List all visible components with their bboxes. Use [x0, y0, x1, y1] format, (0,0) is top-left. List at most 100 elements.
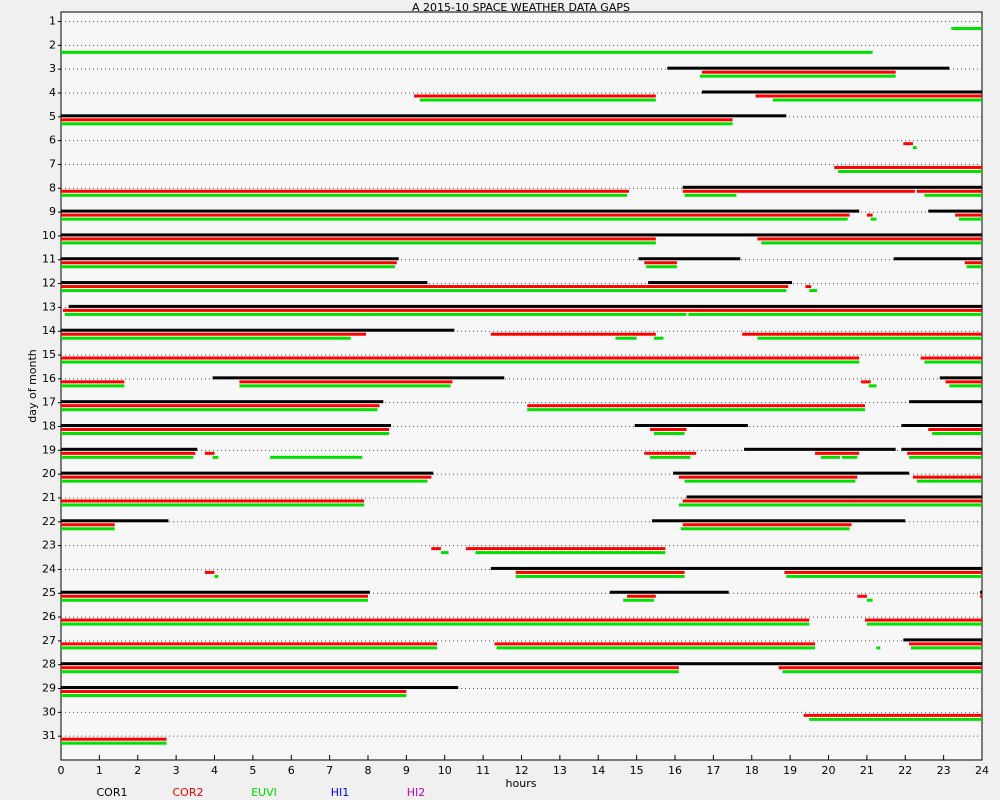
gap-bar	[61, 694, 407, 698]
gap-bar	[61, 590, 370, 594]
gap-bar	[924, 360, 982, 364]
gap-bar	[755, 94, 982, 98]
gap-bar	[490, 566, 982, 570]
gap-bar	[857, 594, 867, 598]
gap-bar	[834, 165, 982, 169]
gap-bar	[627, 594, 656, 598]
y-tick-label: 6	[49, 134, 56, 147]
gap-bar	[684, 479, 856, 483]
gap-bar	[939, 376, 982, 380]
gap-bar	[61, 237, 656, 241]
y-tick-label: 28	[42, 658, 56, 671]
gap-bar	[701, 70, 896, 74]
gap-bar	[815, 451, 860, 455]
gap-bar	[61, 670, 679, 674]
y-tick-label: 23	[42, 539, 56, 552]
gap-bar	[204, 451, 215, 455]
gap-bar	[932, 431, 982, 435]
x-tick-label: 16	[668, 764, 682, 777]
gap-bar	[61, 189, 629, 193]
gap-bar	[653, 431, 685, 435]
y-tick-label: 3	[49, 62, 56, 75]
gap-bar	[440, 551, 449, 555]
gap-bar	[68, 304, 983, 308]
gap-bar	[680, 527, 850, 531]
gap-bar	[686, 495, 982, 499]
gap-bar	[901, 447, 982, 451]
gap-bar	[61, 737, 167, 741]
gap-bar	[61, 686, 459, 690]
gap-bar	[214, 574, 219, 578]
gap-bar	[678, 475, 858, 479]
gap-bar	[949, 384, 982, 388]
legend-label: COR2	[173, 786, 204, 799]
y-tick-label: 25	[42, 586, 56, 599]
x-tick-label: 0	[58, 764, 65, 777]
gap-bar	[980, 594, 982, 598]
gap-bar	[61, 690, 407, 694]
gap-bar	[809, 717, 982, 721]
y-tick-label: 8	[49, 181, 56, 194]
gap-bar	[782, 670, 982, 674]
gap-bar	[784, 570, 982, 574]
x-tick-label: 12	[515, 764, 529, 777]
gap-bar	[61, 594, 368, 598]
gap-bar	[61, 479, 428, 483]
y-tick-label: 5	[49, 110, 56, 123]
x-tick-label: 7	[326, 764, 333, 777]
gap-bar	[239, 384, 451, 388]
gap-bar	[924, 193, 982, 197]
gap-bar	[61, 642, 438, 646]
gap-bar	[907, 451, 982, 455]
gap-bar	[866, 622, 982, 626]
gap-bar	[644, 451, 697, 455]
gap-bar	[527, 404, 865, 408]
gap-bar	[61, 384, 125, 388]
gap-bar	[61, 380, 125, 384]
gap-bar	[673, 471, 910, 475]
gap-bar	[61, 50, 873, 54]
y-tick-label: 1	[49, 15, 56, 28]
gap-bar	[61, 281, 428, 285]
gap-bar	[61, 499, 365, 503]
gap-bar	[61, 662, 982, 666]
gap-bar	[682, 523, 852, 527]
gap-bar	[964, 261, 982, 265]
gap-bar	[838, 169, 982, 173]
gap-bar	[866, 598, 873, 602]
gap-bar	[699, 74, 896, 78]
gap-bar	[623, 598, 654, 602]
gap-bar	[61, 523, 115, 527]
x-tick-label: 9	[403, 764, 410, 777]
gap-bar	[778, 666, 982, 670]
gap-bar	[239, 380, 453, 384]
gap-bar	[61, 431, 390, 435]
y-tick-label: 14	[42, 324, 56, 337]
gap-bar	[682, 499, 982, 503]
y-tick-label: 29	[42, 682, 56, 695]
gap-bar	[61, 423, 392, 427]
gap-bar	[805, 285, 812, 289]
gap-bar	[61, 622, 810, 626]
gap-bar	[61, 193, 628, 197]
gap-bar	[682, 189, 915, 193]
gap-bar	[809, 289, 817, 293]
gap-bar	[903, 142, 913, 146]
gap-bar	[772, 98, 982, 102]
gap-bar	[916, 189, 982, 193]
gap-bar	[61, 209, 860, 213]
gap-bar	[903, 638, 982, 642]
gap-bar	[820, 455, 841, 459]
gap-bar	[684, 193, 737, 197]
y-tick-label: 13	[42, 300, 56, 313]
gap-bar	[62, 308, 982, 312]
y-tick-label: 26	[42, 610, 56, 623]
gap-bar	[475, 551, 666, 555]
gap-bar	[644, 261, 677, 265]
gap-bar	[841, 455, 858, 459]
x-tick-label: 3	[173, 764, 180, 777]
x-tick-label: 10	[438, 764, 452, 777]
gap-bar	[515, 574, 685, 578]
